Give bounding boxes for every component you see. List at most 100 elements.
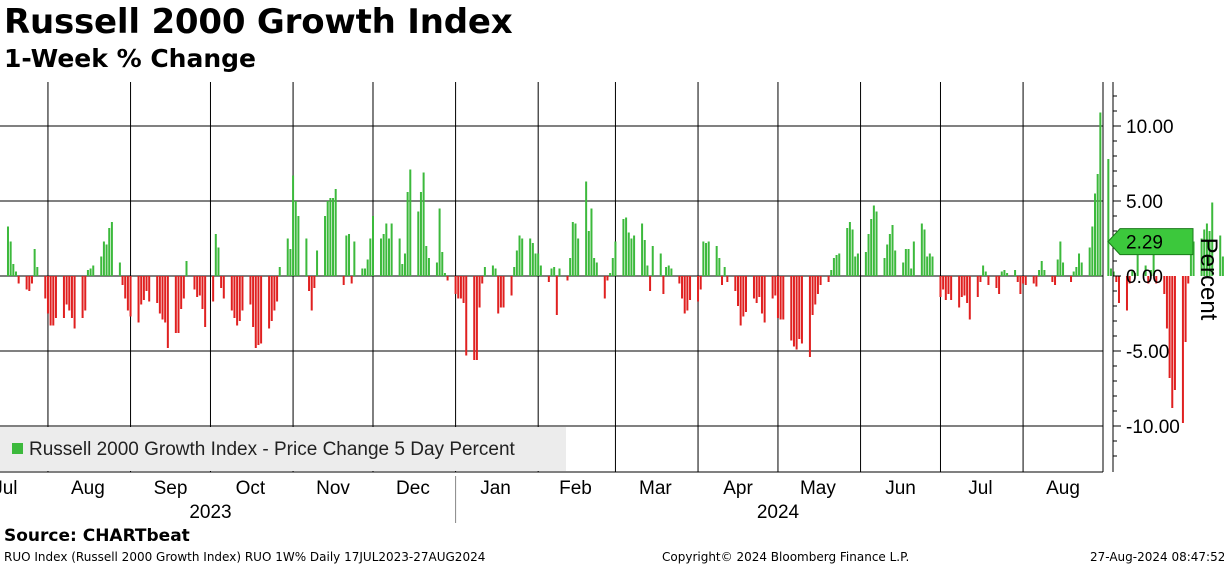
axis-layer: 10.00 5.00 0.00 -5.00 -10.00 Jul Aug Sep Oct Nov D…	[0, 82, 1180, 523]
data-bar	[739, 276, 742, 326]
data-bar	[14, 271, 17, 276]
data-bar	[398, 238, 401, 276]
month-label: Feb	[559, 478, 592, 499]
data-bar	[1181, 276, 1184, 423]
data-bar	[1200, 238, 1203, 276]
data-bar	[641, 223, 644, 276]
data-bar	[33, 249, 36, 276]
data-bar	[483, 267, 486, 276]
data-bar	[942, 276, 945, 290]
legend-swatch	[12, 443, 23, 454]
data-bar	[110, 222, 113, 276]
legend: Russell 2000 Growth Index - Price Change…	[0, 427, 566, 471]
data-bar	[401, 264, 404, 276]
data-bar	[1094, 193, 1097, 276]
data-bar	[539, 265, 542, 276]
data-bar	[1173, 276, 1176, 390]
data-bar	[1112, 271, 1115, 276]
footer-timestamp: 27-Aug-2024 08:47:52	[1090, 550, 1224, 564]
data-bar	[260, 276, 263, 344]
data-bar	[70, 276, 73, 318]
data-bar	[1211, 202, 1214, 276]
data-bar	[305, 238, 308, 276]
data-bar	[46, 276, 49, 314]
data-bar	[574, 223, 577, 276]
data-bar	[848, 222, 851, 276]
data-bar	[651, 246, 654, 276]
data-bar	[233, 276, 236, 318]
data-bar	[222, 276, 225, 299]
data-bar	[689, 276, 692, 300]
data-bar	[1003, 270, 1006, 276]
data-bar	[811, 276, 814, 315]
data-bar	[643, 240, 646, 276]
data-bar	[1155, 276, 1158, 284]
data-bar	[1072, 271, 1075, 276]
bar-layer	[6, 112, 1224, 423]
data-bar	[649, 276, 652, 291]
legend-box	[0, 427, 566, 471]
data-bar	[1016, 276, 1019, 282]
data-bar	[870, 219, 873, 276]
data-bar	[1014, 270, 1017, 276]
data-bar	[1152, 240, 1155, 276]
data-bar	[1133, 273, 1136, 276]
data-bar	[329, 198, 332, 276]
data-bar	[1051, 276, 1054, 282]
data-bar	[54, 276, 57, 318]
data-bar	[1208, 231, 1211, 276]
data-bar	[737, 276, 739, 306]
data-bar	[665, 267, 668, 276]
data-bar	[531, 243, 534, 276]
data-bar	[220, 276, 223, 288]
data-bar	[534, 253, 537, 276]
month-label: Mar	[639, 478, 672, 499]
data-bar	[795, 276, 798, 350]
data-bar	[998, 276, 1001, 294]
data-bar	[372, 216, 374, 276]
data-bar	[126, 276, 129, 311]
data-bar	[808, 276, 811, 357]
data-bar	[419, 192, 422, 276]
data-bar	[931, 256, 934, 276]
data-bar	[278, 267, 281, 276]
data-bar	[867, 234, 870, 276]
data-bar	[838, 253, 841, 276]
data-bar	[294, 201, 297, 276]
data-bar	[1019, 276, 1022, 294]
data-bar	[734, 276, 737, 291]
data-bar	[273, 276, 276, 311]
data-bar	[68, 276, 71, 311]
data-bar	[105, 244, 108, 276]
last-value-marker: 2.29	[1107, 228, 1194, 256]
data-bar	[174, 276, 177, 333]
data-bar	[555, 276, 558, 315]
data-bar	[1221, 256, 1224, 276]
y-tick-label: 0.00	[1126, 267, 1163, 288]
data-bar	[742, 276, 745, 317]
data-bar	[49, 276, 52, 326]
data-bar	[894, 250, 897, 276]
month-label: Jul	[968, 478, 992, 499]
data-bar	[204, 276, 207, 327]
data-bar	[1192, 241, 1195, 276]
data-bar	[457, 276, 460, 299]
data-bar	[518, 235, 521, 276]
data-bar	[947, 276, 950, 294]
data-bar	[683, 276, 686, 314]
data-bar	[963, 276, 966, 296]
data-bar	[571, 222, 574, 276]
data-bar	[646, 265, 649, 276]
footer-description: RUO Index (Russell 2000 Growth Index) RU…	[4, 550, 486, 564]
data-bar	[950, 276, 953, 300]
data-bar	[196, 276, 199, 297]
data-bar	[387, 238, 390, 276]
data-bar	[36, 267, 39, 276]
data-bar	[28, 276, 31, 291]
year-label: 2024	[757, 502, 800, 523]
data-bar	[835, 255, 838, 276]
data-bar	[681, 276, 684, 299]
data-bar	[100, 256, 103, 276]
data-bar	[84, 276, 87, 311]
